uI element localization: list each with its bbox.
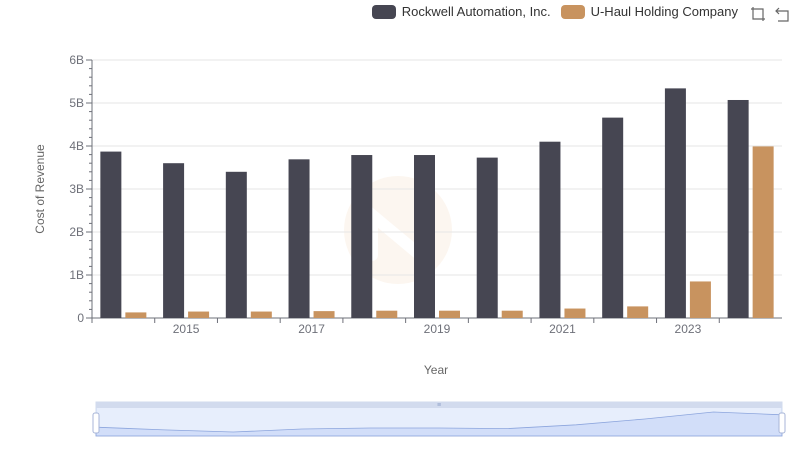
bar-uhaul-2018[interactable] — [376, 310, 398, 318]
legend-item-uhaul[interactable]: U-Haul Holding Company — [560, 4, 738, 19]
x-tick-label: 2023 — [675, 322, 702, 336]
bar-rockwell-2022[interactable] — [602, 117, 624, 319]
x-tick-label: 2015 — [173, 322, 200, 336]
legend-swatch-uhaul — [560, 4, 585, 19]
y-tick-label: 3B — [69, 182, 84, 196]
bar-uhaul-2023[interactable] — [689, 281, 711, 318]
y-tick-label: 0 — [77, 311, 84, 325]
bar-uhaul-2024[interactable] — [752, 146, 774, 318]
y-tick-label: 4B — [69, 139, 84, 153]
bar-uhaul-2019[interactable] — [439, 310, 460, 318]
x-tick-label: 2019 — [424, 322, 451, 336]
slider-selection — [96, 408, 782, 436]
bar-uhaul-2014[interactable] — [125, 312, 147, 318]
bar-rockwell-2021[interactable] — [539, 141, 561, 318]
bar-uhaul-2020[interactable] — [501, 310, 523, 318]
bars — [100, 88, 774, 319]
legend-item-rockwell[interactable]: Rockwell Automation, Inc. — [371, 4, 551, 19]
bar-rockwell-2024[interactable] — [727, 99, 749, 319]
slider-top-bar — [96, 402, 782, 408]
bar-rockwell-2020[interactable] — [476, 157, 498, 318]
bar-uhaul-2016[interactable] — [250, 311, 272, 318]
chart-toolbox — [750, 6, 790, 22]
slider-top-handle[interactable]: ≡ — [437, 402, 441, 409]
y-tick-label: 1B — [69, 268, 84, 282]
y-tick-label: 2B — [69, 225, 84, 239]
bar-rockwell-2015[interactable] — [163, 163, 185, 318]
bar-uhaul-2022[interactable] — [627, 306, 649, 318]
y-tick-label: 5B — [69, 96, 84, 110]
slider-left-handle[interactable] — [92, 412, 100, 434]
legend-label-uhaul: U-Haul Holding Company — [590, 4, 738, 19]
x-tick-label: 2021 — [549, 322, 576, 336]
legend-label-rockwell: Rockwell Automation, Inc. — [401, 4, 551, 19]
bar-uhaul-2017[interactable] — [313, 311, 335, 318]
x-tick-label: 2017 — [298, 322, 325, 336]
bar-rockwell-2014[interactable] — [100, 151, 122, 318]
zoom-icon[interactable] — [750, 6, 766, 22]
y-axis-label: Cost of Revenue — [33, 144, 47, 234]
chart-legend: Rockwell Automation, Inc. U-Haul Holding… — [371, 4, 738, 19]
bar-uhaul-2021[interactable] — [564, 308, 586, 318]
bar-rockwell-2023[interactable] — [664, 88, 686, 318]
x-axis-label: Year — [424, 363, 448, 377]
slider-right-handle[interactable] — [778, 412, 786, 434]
bar-rockwell-2018[interactable] — [351, 155, 373, 318]
data-zoom-slider[interactable]: ≡ — [92, 401, 786, 437]
legend-swatch-rockwell — [371, 4, 396, 19]
bar-uhaul-2015[interactable] — [188, 311, 210, 318]
restore-icon[interactable] — [774, 6, 790, 22]
bar-rockwell-2019[interactable] — [414, 155, 435, 318]
bar-rockwell-2016[interactable] — [225, 171, 247, 318]
bar-rockwell-2017[interactable] — [288, 159, 310, 318]
y-tick-label: 6B — [69, 53, 84, 67]
